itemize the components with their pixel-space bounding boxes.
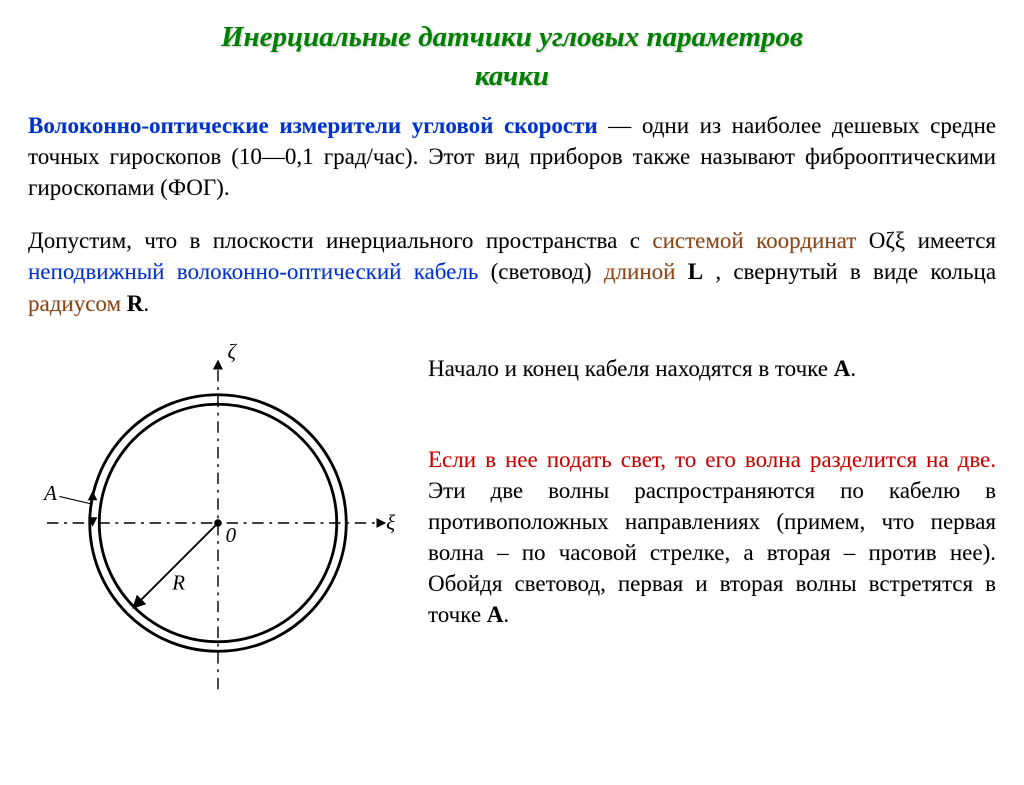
p2-t9: L <box>675 259 703 284</box>
para1-lead: Волоконно-оптические измерители угловой … <box>28 113 598 138</box>
right-text-column: Начало и конец кабеля находятся в точке … <box>408 333 996 718</box>
r1-t1: Начало и конец кабеля находятся в точке <box>428 356 834 381</box>
r2-t3: A <box>487 602 504 627</box>
p2-t13: . <box>143 291 149 316</box>
r2-t1: Если в нее подать свет, то его волна раз… <box>428 447 996 472</box>
p2-t12: R <box>121 291 143 316</box>
svg-text:ξ: ξ <box>386 510 395 534</box>
p2-t10: , свернутый в виде кольца <box>703 259 996 284</box>
p2-sym: ζξ <box>885 228 905 253</box>
svg-text:ζ: ζ <box>228 339 238 363</box>
right-para-1: Начало и конец кабеля находятся в точке … <box>428 353 996 384</box>
p2-t3: O <box>856 228 885 253</box>
p2-t1: Допустим, что в плоскости инерциального … <box>28 228 652 253</box>
p2-t7: (световод) <box>478 259 604 284</box>
ring-diagram: ζ ξ A R 0 <box>28 333 408 713</box>
r1-t3: . <box>850 356 856 381</box>
title-line1: Инерциальные датчики угловых параметров <box>221 21 803 53</box>
paragraph-2: Допустим, что в плоскости инерциального … <box>28 225 996 318</box>
spacer <box>428 384 996 444</box>
p2-t11: радиусом <box>28 291 121 316</box>
r1-t2: A <box>834 356 851 381</box>
title-line2: качки <box>475 60 549 92</box>
p2-t2: системой координат <box>652 228 856 253</box>
page-title: Инерциальные датчики угловых параметров … <box>0 18 1024 96</box>
svg-text:A: A <box>42 481 57 505</box>
p2-t5: имеется <box>905 228 996 253</box>
paragraph-1: Волоконно-оптические измерители угловой … <box>28 110 996 203</box>
diagram-container: ζ ξ A R 0 <box>28 333 408 718</box>
content-row: ζ ξ A R 0 Начало и конец кабеля находятся в … <box>28 333 996 718</box>
svg-text:0: 0 <box>226 523 237 547</box>
r2-t2: Эти две волны распространяются по кабелю… <box>428 478 996 627</box>
para1-dash: — <box>598 113 642 138</box>
r2-t4: . <box>503 602 509 627</box>
svg-text:R: R <box>171 570 185 594</box>
p2-t8: длиной <box>604 259 676 284</box>
p2-t6: неподвижный волоконно-оптический кабель <box>28 259 478 284</box>
right-para-2: Если в нее подать свет, то его волна раз… <box>428 444 996 630</box>
